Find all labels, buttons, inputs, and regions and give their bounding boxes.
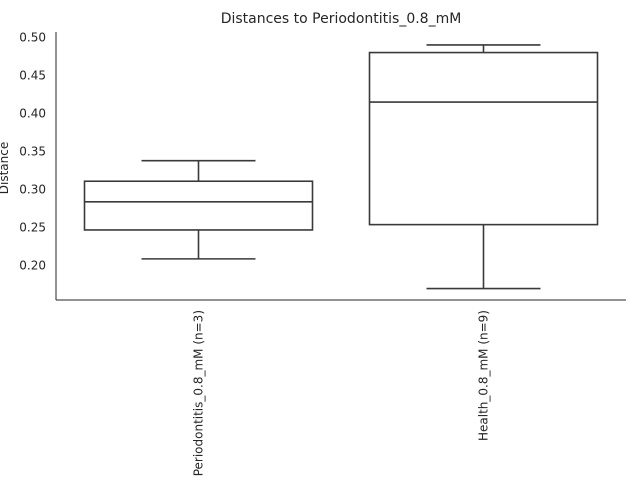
x-ticks: Periodontitis_0.8_mM (n=3) Health_0.8_mM … <box>192 310 491 476</box>
y-tick-label: 0.40 <box>19 106 46 120</box>
y-tick-label: 0.25 <box>19 221 46 235</box>
y-ticks: 0.20 0.25 0.30 0.35 0.40 0.45 0.50 <box>19 30 46 272</box>
y-tick-label: 0.50 <box>19 30 46 44</box>
boxes <box>83 44 599 290</box>
y-tick-label: 0.35 <box>19 145 46 159</box>
axes <box>55 32 626 301</box>
box-group <box>368 44 599 290</box>
x-tick-label: Periodontitis_0.8_mM (n=3) <box>192 310 206 476</box>
y-axis-label: Distance <box>0 142 11 194</box>
chart-title: Distances to Periodontitis_0.8_mM <box>221 11 462 27</box>
box-group <box>83 159 314 260</box>
y-tick-label: 0.45 <box>19 68 46 82</box>
y-tick-label: 0.30 <box>19 183 46 197</box>
x-tick-label: Health_0.8_mM (n=9) <box>477 310 491 441</box>
iqr-box <box>368 51 599 226</box>
iqr-box <box>83 180 314 231</box>
y-tick-label: 0.20 <box>19 259 46 273</box>
